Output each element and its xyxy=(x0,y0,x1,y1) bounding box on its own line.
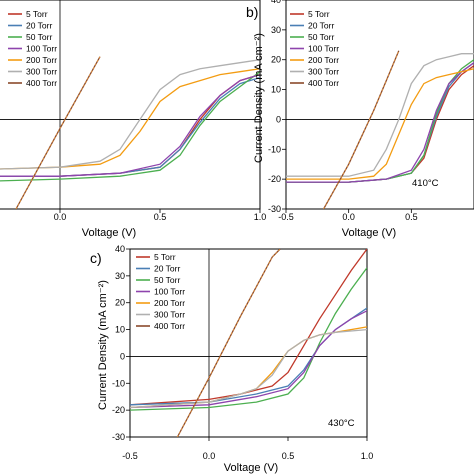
legend-entry: 50 Torr xyxy=(154,275,180,285)
x-axis-label-a: Voltage (V) xyxy=(82,227,136,239)
x-axis-label-c: Voltage (V) xyxy=(224,462,278,474)
legend-entry: 400 Torr xyxy=(308,78,339,88)
y-tick-label: -30 xyxy=(112,432,125,442)
series-line-50-torr xyxy=(130,267,367,411)
plot-frame-a xyxy=(0,0,261,210)
series-line-100-torr xyxy=(130,310,367,409)
series-line-400-torr-dash xyxy=(15,56,101,209)
y-tick-label: 20 xyxy=(115,298,125,308)
y-ticks-c: -30 -20 -10 0 10 20 30 40 xyxy=(112,244,130,442)
y-tick-label: 30 xyxy=(271,25,281,35)
x-tick-label: 0.0 xyxy=(54,212,67,222)
x-tick-label: 1.0 xyxy=(361,451,374,461)
series-line-400-torr-dash xyxy=(323,50,400,209)
x-tick-label: 1.0 xyxy=(254,212,267,222)
y-tick-label: 20 xyxy=(271,55,281,65)
legend-entry: 50 Torr xyxy=(308,32,334,42)
y-tick-label: -20 xyxy=(112,405,125,415)
x-tick-label: -0.5 xyxy=(278,212,294,222)
y-tick-label: -30 xyxy=(268,204,281,214)
legend-entry: 200 Torr xyxy=(26,55,57,65)
x-axis-label-b: Voltage (V) xyxy=(342,227,396,239)
legend-entry: 400 Torr xyxy=(154,321,185,331)
y-axis-label-c: Current Density (mA cm⁻²) xyxy=(97,280,109,410)
x-tick-label: 0.5 xyxy=(405,212,418,222)
legend-entry: 300 Torr xyxy=(154,310,185,320)
legend-entry: 20 Torr xyxy=(154,264,180,274)
series-line-300-torr xyxy=(286,53,474,177)
plot-frame-c xyxy=(129,248,368,438)
y-tick-label: 10 xyxy=(271,85,281,95)
x-ticks-a: 0.0 0.5 1.0 xyxy=(54,209,267,222)
legend-entry: 300 Torr xyxy=(26,67,57,77)
y-tick-label: 0 xyxy=(120,351,125,361)
legend-entry: 20 Torr xyxy=(26,21,52,31)
legend-entry: 5 Torr xyxy=(154,252,176,262)
plot-frame-b xyxy=(285,0,474,210)
x-ticks-c: -0.5 0.0 0.5 1.0 xyxy=(122,437,373,461)
y-tick-label: -10 xyxy=(268,144,281,154)
legend-entry: 400 Torr xyxy=(26,78,57,88)
legend-entry: 20 Torr xyxy=(308,21,334,31)
series-line-100-torr xyxy=(0,73,260,177)
series-line-5-torr xyxy=(0,73,260,177)
series-line-5-torr xyxy=(130,249,367,406)
curves-c xyxy=(130,249,367,437)
series-line-300-torr xyxy=(0,59,260,170)
curves-a xyxy=(0,56,260,209)
x-tick-label: 0.0 xyxy=(203,451,216,461)
series-line-20-torr xyxy=(0,76,260,177)
y-tick-label: 40 xyxy=(115,244,125,254)
x-tick-label: 0.5 xyxy=(282,451,295,461)
legend-entry: 5 Torr xyxy=(26,9,48,19)
legend-entry: 100 Torr xyxy=(154,287,185,297)
x-tick-label: -0.5 xyxy=(122,451,138,461)
series-line-50-torr xyxy=(0,71,260,182)
legend-entry: 200 Torr xyxy=(308,55,339,65)
legend-entry: 100 Torr xyxy=(26,44,57,54)
temperature-label-c: 430°C xyxy=(328,418,355,429)
legend-entry: 200 Torr xyxy=(154,298,185,308)
legend-entry: 300 Torr xyxy=(308,67,339,77)
panel-c: c) -0.5 0.0 0.5 1.0 -30 -20 -10 0 10 20 30 40 5 To… xyxy=(90,244,373,474)
series-line-300-torr xyxy=(130,328,367,409)
x-tick-label: 0.5 xyxy=(154,212,167,222)
y-tick-label: 30 xyxy=(115,271,125,281)
y-tick-label: 10 xyxy=(115,325,125,335)
legend-entry: 5 Torr xyxy=(308,9,330,19)
legend-entry: 50 Torr xyxy=(26,32,52,42)
series-line-200-torr xyxy=(286,68,474,180)
series-line-400-torr-dash xyxy=(177,249,281,437)
panel-b: b) -0.5 0.0 0.5 -30 -20 -10 0 10 20 30 40 5 Torr 2… xyxy=(246,0,474,239)
y-tick-label: 0 xyxy=(276,114,281,124)
y-axis-label-b: Current Density (mA cm⁻²) xyxy=(253,33,265,163)
y-tick-label: -20 xyxy=(268,174,281,184)
x-tick-label: 0.0 xyxy=(342,212,355,222)
curves-b xyxy=(286,50,474,209)
series-line-100-torr xyxy=(286,62,474,183)
temperature-label-a: 410°C xyxy=(412,178,439,189)
panel-letter-c: c) xyxy=(90,250,102,266)
legend-entry: 100 Torr xyxy=(308,44,339,54)
panel-letter-b: b) xyxy=(246,4,258,20)
y-tick-label: 40 xyxy=(271,0,281,5)
series-line-200-torr xyxy=(0,68,260,170)
y-tick-label: -10 xyxy=(112,378,125,388)
y-ticks-b: -30 -20 -10 0 10 20 30 40 xyxy=(268,0,286,214)
x-ticks-b: -0.5 0.0 0.5 xyxy=(278,209,418,222)
